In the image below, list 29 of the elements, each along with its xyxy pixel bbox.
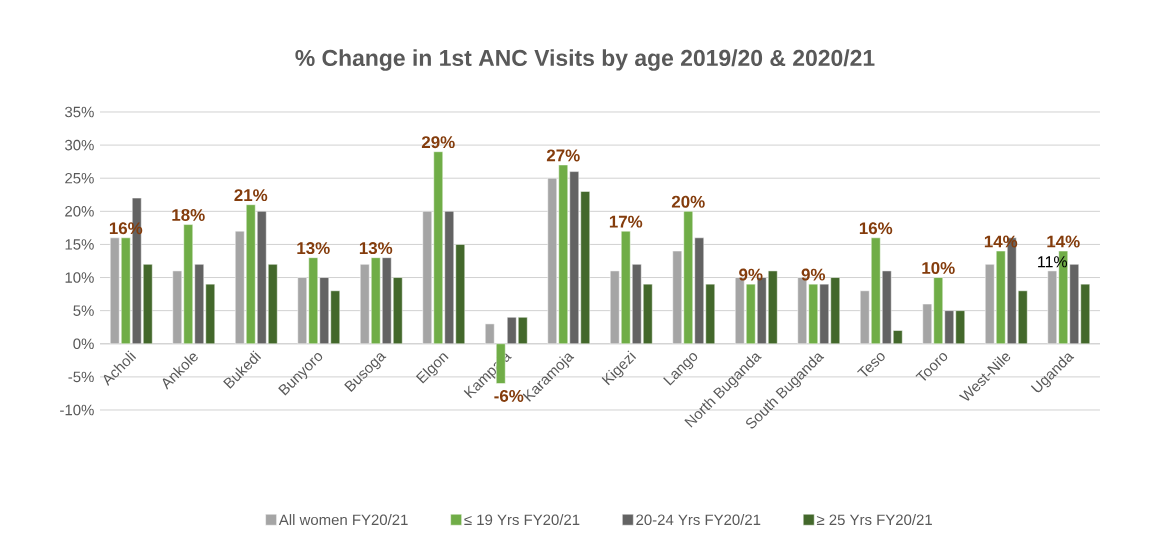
y-tick-label: -5% [68,371,94,383]
data-label: 13% [359,242,393,255]
legend-label: ≤ 19 Yrs FY20/21 [464,514,580,526]
legend-label: 20-24 Yrs FY20/21 [636,514,761,526]
y-tick-label: 30% [65,139,94,151]
data-label: 14% [1047,235,1080,248]
data-label: 16% [859,222,893,235]
legend-label: ≥ 25 Yrs FY20/21 [816,514,932,526]
legend-label: All women FY20/21 [278,514,408,526]
data-label: 17% [609,215,643,228]
data-label: 18% [172,209,205,221]
data-label: 9% [739,268,763,281]
chart-title: % Change in 1st ANC Visits by age 2019/20 & 2020/21 [295,49,875,71]
y-tick-label: 15% [65,239,94,250]
data-label: 10% [922,261,955,274]
y-tick-label: -10% [60,404,94,416]
x-tick-label: Teso [857,353,885,377]
data-label: 13% [297,242,330,255]
y-tick-label: 35% [65,106,94,118]
y-tick-label: 10% [65,272,94,283]
data-label: 21% [234,189,268,202]
y-tick-label: 25% [65,172,94,184]
y-tick-label: 0% [73,338,94,350]
data-label: 9% [801,268,826,281]
data-label: 27% [546,149,580,162]
data-label: 20% [671,195,705,208]
y-tick-label: 20% [65,206,94,217]
y-tick-label: 5% [73,305,94,316]
data-label: 29% [421,136,455,149]
